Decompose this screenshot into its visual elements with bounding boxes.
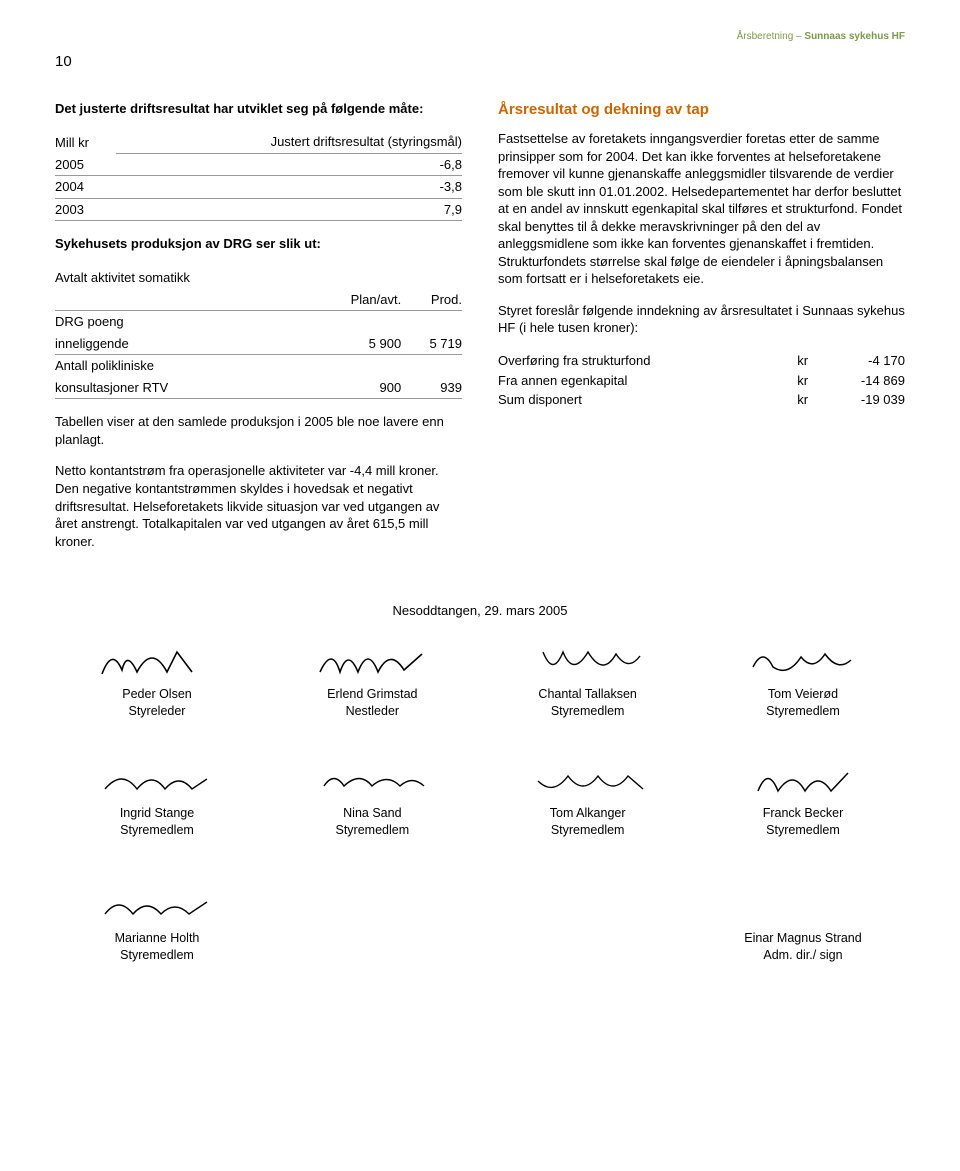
t1-y1: 2004 <box>55 176 116 199</box>
signature-icon <box>55 640 259 682</box>
sig-role: Styremedlem <box>486 822 690 839</box>
sig-name: Chantal Tallaksen <box>486 686 690 703</box>
drg-table: Avtalt aktivitet somatikk Plan/avt. Prod… <box>55 267 462 399</box>
t2-c1: Plan/avt. <box>307 289 401 311</box>
alloc-u0: kr <box>783 351 823 371</box>
spacer <box>276 884 684 964</box>
spacer-cell <box>307 355 401 377</box>
t1-y0: 2005 <box>55 153 116 176</box>
alloc-v2: -19 039 <box>823 390 905 410</box>
left-p3: Tabellen viser at den samlede produksjon… <box>55 413 462 448</box>
t2-r2v2: 939 <box>401 377 462 399</box>
sig-role: Styremedlem <box>55 947 259 964</box>
sig-name: Nina Sand <box>270 805 474 822</box>
right-column: Årsresultat og dekning av tap Fastsettel… <box>498 100 905 564</box>
right-heading: Årsresultat og dekning av tap <box>498 100 905 120</box>
left-intro-1: Det justerte driftsresultat har utviklet… <box>55 101 423 116</box>
signatures-row-2: Ingrid Stange Styremedlem Nina Sand Styr… <box>55 759 905 839</box>
signature-block: Tom Veierød Styremedlem <box>701 640 905 720</box>
signature-icon <box>55 884 259 926</box>
signature-block: Nina Sand Styremedlem <box>270 759 474 839</box>
alloc-v0: -4 170 <box>823 351 905 371</box>
sig-role: Adm. dir./ sign <box>701 947 905 964</box>
alloc-l2: Sum disponert <box>498 390 783 410</box>
alloc-u1: kr <box>783 371 823 391</box>
signature-icon <box>701 884 905 926</box>
sign-place-date: Nesoddtangen, 29. mars 2005 <box>55 602 905 620</box>
sig-role: Styremedlem <box>701 703 905 720</box>
sig-name: Franck Becker <box>701 805 905 822</box>
sig-name: Tom Veierød <box>701 686 905 703</box>
signatures-row-3: Marianne Holth Styremedlem Einar Magnus … <box>55 884 905 964</box>
drift-table: Mill kr Justert driftsresultat (styrings… <box>55 131 462 221</box>
spacer-cell <box>55 289 307 311</box>
t2-r1v2: 5 719 <box>401 333 462 355</box>
alloc-l0: Overføring fra strukturfond <box>498 351 783 371</box>
t1-head-right: Justert driftsresultat (styringsmål) <box>116 131 462 153</box>
report-header: Årsberetning – Sunnaas sykehus HF <box>55 30 905 46</box>
content-columns: Det justerte driftsresultat har utviklet… <box>55 100 905 564</box>
alloc-v1: -14 869 <box>823 371 905 391</box>
page-number: 10 <box>55 52 905 72</box>
signature-icon <box>270 759 474 801</box>
sig-name: Marianne Holth <box>55 930 259 947</box>
sig-name: Ingrid Stange <box>55 805 259 822</box>
t2-r1v1: 5 900 <box>307 333 401 355</box>
header-org: Sunnaas sykehus HF <box>804 31 905 42</box>
signature-block: Peder Olsen Styreleder <box>55 640 259 720</box>
sig-name: Erlend Grimstad <box>270 686 474 703</box>
sig-name: Peder Olsen <box>55 686 259 703</box>
right-p2: Styret foreslår følgende inndekning av å… <box>498 302 905 337</box>
sig-role: Styremedlem <box>486 703 690 720</box>
signature-block: Einar Magnus Strand Adm. dir./ sign <box>701 884 905 964</box>
sig-role: Styreleder <box>55 703 259 720</box>
t2-r2l1: Antall polikliniske <box>55 355 307 377</box>
t1-v0: -6,8 <box>116 153 462 176</box>
signature-icon <box>701 640 905 682</box>
signature-block: Franck Becker Styremedlem <box>701 759 905 839</box>
t2-r1l2: inneliggende <box>55 333 307 355</box>
sig-role: Styremedlem <box>270 822 474 839</box>
signatures-row-1: Peder Olsen Styreleder Erlend Grimstad N… <box>55 640 905 720</box>
left-column: Det justerte driftsresultat har utviklet… <box>55 100 462 564</box>
t1-v1: -3,8 <box>116 176 462 199</box>
signature-block: Marianne Holth Styremedlem <box>55 884 259 964</box>
right-p1: Fastsettelse av foretakets inngangsverdi… <box>498 130 905 288</box>
signature-block: Ingrid Stange Styremedlem <box>55 759 259 839</box>
t1-head-left: Mill kr <box>55 131 116 153</box>
t2-r2v1: 900 <box>307 377 401 399</box>
signature-icon <box>55 759 259 801</box>
t2-h1: Avtalt aktivitet somatikk <box>55 267 307 289</box>
sig-role: Nestleder <box>270 703 474 720</box>
signature-block: Erlend Grimstad Nestleder <box>270 640 474 720</box>
signature-icon <box>701 759 905 801</box>
signature-icon <box>270 640 474 682</box>
spacer-cell <box>401 267 462 289</box>
allocation-table: Overføring fra strukturfond kr -4 170 Fr… <box>498 351 905 410</box>
sig-name: Tom Alkanger <box>486 805 690 822</box>
spacer-cell <box>401 355 462 377</box>
signature-icon <box>486 759 690 801</box>
header-prefix: Årsberetning – <box>737 31 805 42</box>
t2-c2: Prod. <box>401 289 462 311</box>
signature-icon <box>486 640 690 682</box>
alloc-u2: kr <box>783 390 823 410</box>
left-intro-2: Sykehusets produksjon av DRG ser slik ut… <box>55 236 321 251</box>
alloc-l1: Fra annen egenkapital <box>498 371 783 391</box>
spacer-cell <box>307 311 401 333</box>
t2-r1l1: DRG poeng <box>55 311 307 333</box>
t2-r2l2: konsultasjoner RTV <box>55 377 307 399</box>
sig-role: Styremedlem <box>55 822 259 839</box>
signature-block: Tom Alkanger Styremedlem <box>486 759 690 839</box>
sig-role: Styremedlem <box>701 822 905 839</box>
sig-name: Einar Magnus Strand <box>701 930 905 947</box>
spacer-cell <box>307 267 401 289</box>
signature-block: Chantal Tallaksen Styremedlem <box>486 640 690 720</box>
t1-v2: 7,9 <box>116 198 462 221</box>
t1-y2: 2003 <box>55 198 116 221</box>
left-p4: Netto kontantstrøm fra operasjonelle akt… <box>55 462 462 550</box>
spacer-cell <box>401 311 462 333</box>
